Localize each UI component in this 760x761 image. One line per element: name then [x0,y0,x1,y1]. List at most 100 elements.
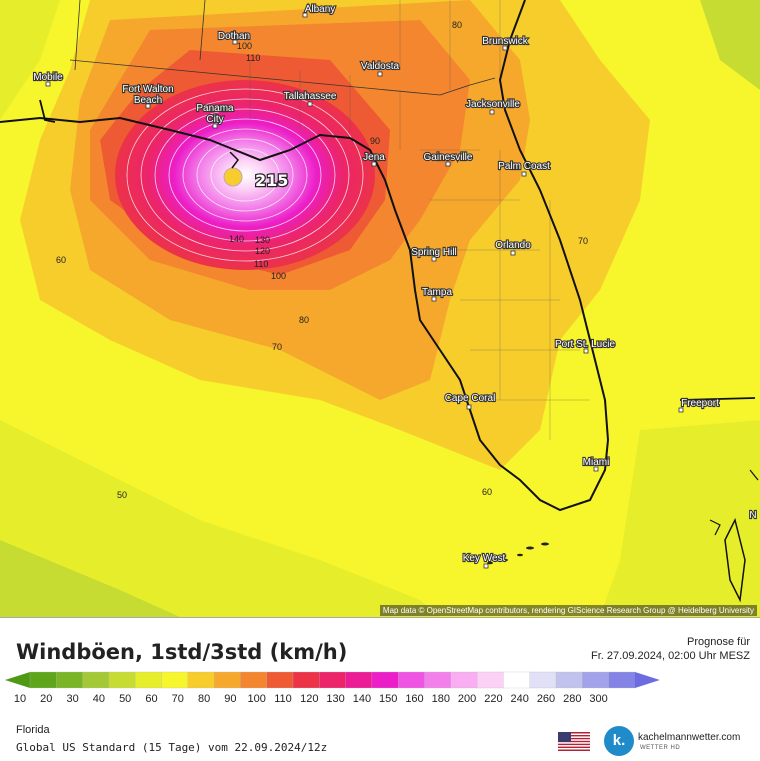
scale-swatch [345,671,373,689]
kachelmann-logo-text[interactable]: kachelmannwetter.com [638,732,741,743]
city-spring-hill: Spring Hill [411,247,457,258]
scale-tick-label: 160 [405,693,423,705]
scale-swatch [108,671,136,689]
city-key-west: Key West [463,553,506,564]
city-tallahassee: Tallahassee [284,91,337,102]
scale-tick-label: 90 [224,693,236,705]
scale-tick-label: 110 [274,693,292,705]
coastline [0,0,610,512]
us-flag-icon [558,732,590,751]
contour-label-60-south: 60 [482,487,492,497]
contour-label-120: 120 [255,246,270,256]
scale-swatch [555,671,583,689]
contour-label-70-south: 70 [272,342,282,352]
scale-swatches [5,671,660,689]
scale-swatch [266,671,294,689]
scale-tick-label: 50 [119,693,131,705]
scale-arrow-right [634,672,660,688]
contour-label-130: 130 [255,235,270,245]
scale-tick-label: 150 [379,693,397,705]
scale-swatch [213,671,242,689]
kachelmann-logo-subtitle: WETTER HD [640,745,681,751]
storm-eye [223,167,243,187]
contour-label-80-south: 80 [299,315,309,325]
scale-swatch [161,671,189,689]
state-borders [69,0,496,96]
contour-label-110-north: 110 [246,53,260,63]
city-nassau-partial: N [749,510,756,521]
scale-tick-label: 100 [248,693,266,705]
scale-swatch [56,671,84,689]
apalachee-coast [229,151,239,169]
city-panama: Panama [196,103,234,114]
scale-tick-label: 300 [589,693,607,705]
grand-bahama [679,397,756,401]
city-tampa: Tampa [422,287,452,298]
city-valdosta: Valdosta [361,61,400,72]
zone-50-gulf [0,420,440,617]
scale-ticks: 10 20 30 40 50 60 70 80 90 100 110 120 130 140 150 160 1… [14,693,608,705]
scale-tick-label: 240 [511,693,529,705]
scale-tick-label: 120 [300,693,318,705]
contour-lines [126,88,364,262]
city-dothan: Dothan [218,31,250,42]
wind-gust-map[interactable]: Albany Dothan Brunswick Mobile Fort Walt… [0,0,760,617]
scale-tick-label: 200 [458,693,476,705]
model-run-label: Global US Standard (15 Tage) vom 22.09.2… [16,741,328,754]
scale-tick-label: 260 [537,693,555,705]
andros-island [724,517,746,603]
map-canvas: Albany Dothan Brunswick Mobile Fort Walt… [0,0,760,617]
scale-arrow-left [5,672,30,688]
city-mobile: Mobile [33,72,63,83]
map-title: Windböen, 1std/3std (km/h) [16,640,348,664]
zone-40-nw [0,0,60,120]
city-cape-coral: Cape Coral [445,393,496,404]
county-borders [249,0,590,440]
contour-label-110-south: 110 [254,259,268,269]
mobile-bay [39,99,56,123]
kachelmann-logo-icon[interactable]: k. [604,726,634,756]
city-panama-city: City [206,114,223,125]
scale-swatch [503,671,531,689]
scale-tick-label: 140 [353,693,371,705]
scale-swatch [135,671,163,689]
contour-label-80-north: 80 [452,20,462,30]
scale-swatch [529,671,557,689]
scale-tick-label: 130 [326,693,344,705]
peak-gust-value: 215 [255,171,288,190]
scale-swatch [424,671,452,689]
scale-tick-label: 280 [563,693,581,705]
city-brunswick: Brunswick [482,36,529,47]
contour-label-100-south: 100 [271,271,286,281]
contour-label-100-north: 100 [237,41,252,51]
scale-swatch [450,671,478,689]
city-port-st-lucie: Port St. Lucie [555,339,615,350]
city-freeport: Freeport [681,398,719,409]
scale-swatch [608,671,636,689]
zone-50-atlantic [600,420,760,617]
forecast-date: Fr. 27.09.2024, 02:00 Uhr MESZ [591,650,750,662]
scale-swatch [371,671,399,689]
city-albany: Albany [305,4,336,15]
bahamas-islet [709,519,721,536]
contour-label-50-gulf: 50 [117,490,127,500]
region-label: Florida [16,724,50,736]
scale-swatch [187,671,215,689]
scale-tick-label: 60 [145,693,157,705]
florida-keys [487,542,549,565]
scale-swatch [476,671,505,689]
scale-swatch [292,671,320,689]
scale-tick-label: 180 [432,693,450,705]
contour-label-140: 140 [229,234,244,244]
city-palm-coast: Palm Coast [498,161,550,172]
city-gainesville: Gainesville [424,152,473,163]
city-miami: Miami [583,457,610,468]
forecast-label: Prognose für [687,636,750,648]
contour-label-60-west: 60 [56,255,66,265]
scale-tick-label: 10 [14,693,26,705]
city-markers [45,12,684,569]
city-fort-walton: Fort Walton [122,84,173,95]
scale-swatch [398,671,426,689]
scale-swatch [319,671,347,689]
map-attribution: Map data © OpenStreetMap contributors, r… [379,605,757,616]
